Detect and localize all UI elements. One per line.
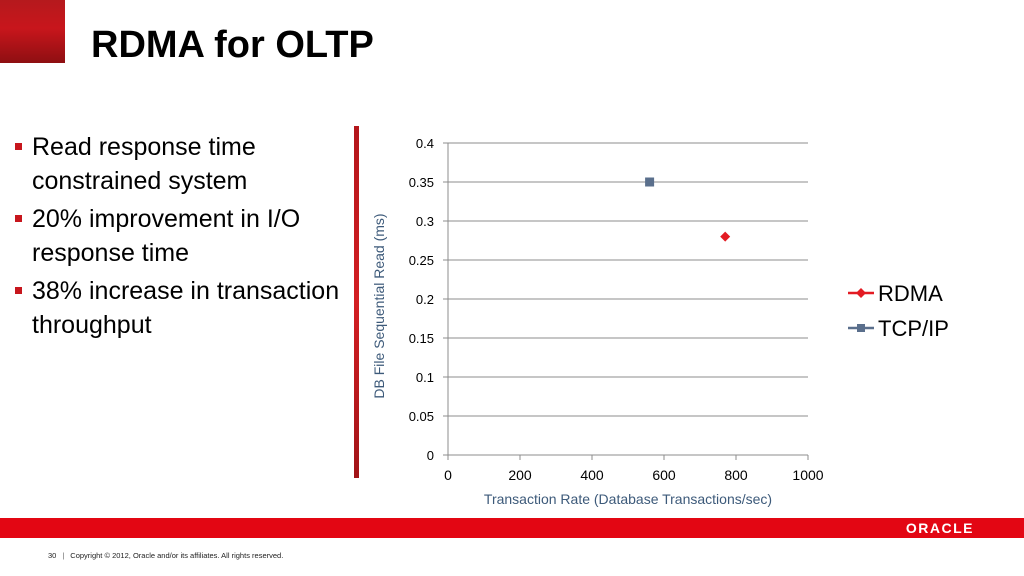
y-tick-label: 0.05: [409, 409, 434, 424]
x-tick-label: 200: [508, 467, 532, 483]
bullet-text: 38% increase in transaction throughput: [32, 277, 340, 339]
legend-marker: [857, 324, 865, 332]
bullet-square-icon: [15, 143, 22, 150]
bullet-list: Read response time constrained system 20…: [12, 130, 347, 346]
x-tick-label: 800: [724, 467, 748, 483]
y-tick-label: 0.15: [409, 331, 434, 346]
x-tick-label: 400: [580, 467, 604, 483]
slide-footer: 30 | Copyright © 2012, Oracle and/or its a…: [48, 551, 284, 560]
footer-bar: [0, 518, 1024, 538]
page-number: 30: [48, 551, 57, 560]
x-axis-title: Transaction Rate (Database Transactions/…: [484, 491, 772, 507]
legend-label: RDMA: [878, 281, 943, 306]
bullet-square-icon: [15, 287, 22, 294]
y-tick-label: 0.3: [416, 214, 434, 229]
bullet-text: 20% improvement in I/O response time: [32, 205, 301, 267]
data-point-rdma: [720, 231, 731, 242]
y-tick-label: 0.1: [416, 370, 434, 385]
y-tick-label: 0.4: [416, 136, 434, 151]
bullet-item: Read response time constrained system: [12, 130, 347, 198]
copyright-text: Copyright © 2012, Oracle and/or its affi…: [70, 551, 284, 560]
title-accent-block: [0, 0, 65, 63]
bullet-square-icon: [15, 215, 22, 222]
data-point-tcp-ip: [645, 177, 655, 187]
bullet-item: 38% increase in transaction throughput: [12, 274, 347, 342]
legend-marker: [856, 288, 866, 298]
x-tick-label: 600: [652, 467, 676, 483]
y-axis-title: DB File Sequential Read (ms): [371, 213, 387, 398]
y-tick-label: 0.2: [416, 292, 434, 307]
vertical-divider: [354, 126, 359, 478]
oracle-logo: ORACLE: [905, 520, 974, 536]
bullet-text: Read response time constrained system: [32, 133, 256, 195]
legend-label: TCP/IP: [878, 316, 949, 341]
y-tick-label: 0: [427, 448, 434, 463]
y-tick-label: 0.35: [409, 175, 434, 190]
scatter-chart: 0 0.05 0.1 0.15 0.2 0.25 0.3 0.35 0.4 0 200 400 600 8…: [371, 136, 949, 507]
y-tick-label: 0.25: [409, 253, 434, 268]
x-tick-label: 0: [444, 467, 452, 483]
slide-title: RDMA for OLTP: [91, 24, 374, 66]
bullet-item: 20% improvement in I/O response time: [12, 202, 347, 270]
x-tick-label: 1000: [792, 467, 823, 483]
